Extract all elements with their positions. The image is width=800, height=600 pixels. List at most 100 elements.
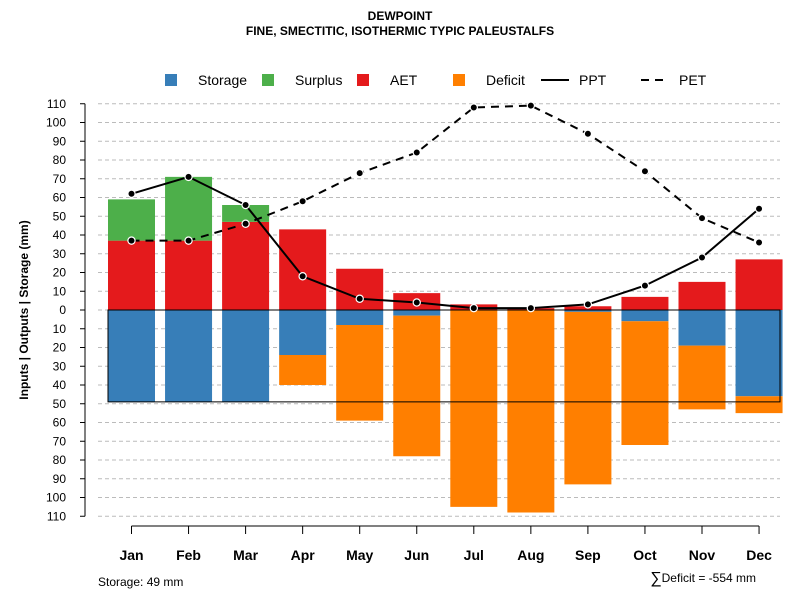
legend-swatch-aet bbox=[357, 74, 369, 86]
surplus-bar bbox=[222, 205, 270, 222]
y-tick-label: 90 bbox=[53, 134, 67, 148]
legend-swatch-deficit bbox=[453, 74, 465, 86]
pet-point bbox=[469, 103, 478, 112]
legend-swatch-storage bbox=[165, 74, 177, 86]
lines bbox=[127, 101, 764, 313]
pet-point bbox=[583, 129, 593, 138]
ppt-point bbox=[526, 303, 536, 313]
y-axis-label: Inputs | Outputs | Storage (mm) bbox=[17, 220, 31, 399]
deficit-bar bbox=[735, 396, 783, 414]
pet-point bbox=[697, 213, 707, 223]
ppt-point bbox=[754, 204, 764, 213]
y-tick-label: 10 bbox=[53, 322, 67, 336]
storage-bar bbox=[735, 310, 783, 397]
y-tick-label: 10 bbox=[53, 284, 67, 298]
legend-label-ppt: PPT bbox=[579, 72, 607, 88]
aet-bar bbox=[108, 240, 155, 310]
y-tick-label: 20 bbox=[53, 266, 67, 280]
y-tick-label: 100 bbox=[46, 491, 66, 505]
y-tick-label: 110 bbox=[47, 509, 66, 523]
x-tick-label-jul: Jul bbox=[464, 547, 484, 563]
deficit-bar bbox=[564, 311, 612, 485]
axes: 1101009080706050403020100102030405060708… bbox=[17, 97, 772, 563]
y-tick-label: 50 bbox=[53, 397, 67, 411]
deficit-bar bbox=[336, 325, 384, 421]
y-tick-label: 40 bbox=[53, 228, 67, 242]
storage-bar bbox=[393, 310, 441, 316]
y-tick-label: 0 bbox=[59, 303, 66, 317]
ppt-point bbox=[412, 298, 421, 307]
legend-label-pet: PET bbox=[679, 72, 707, 88]
storage-note: Storage: 49 mm bbox=[98, 575, 184, 589]
aet-bar bbox=[222, 221, 270, 310]
storage-bar bbox=[564, 310, 612, 312]
surplus-bar bbox=[165, 176, 213, 241]
deficit-total: ∑Deficit = -554 mm bbox=[650, 570, 756, 588]
pet-line bbox=[131, 104, 760, 244]
y-tick-label: 60 bbox=[53, 416, 67, 430]
aet-bar bbox=[336, 268, 384, 310]
deficit-bar bbox=[621, 321, 669, 445]
deficit-bar bbox=[393, 315, 441, 457]
y-tick-label: 100 bbox=[46, 116, 66, 130]
surplus-bar bbox=[108, 199, 155, 241]
aet-bar bbox=[678, 281, 726, 310]
x-tick-label-jun: Jun bbox=[404, 547, 429, 563]
y-tick-label: 80 bbox=[53, 453, 67, 467]
pet-point bbox=[526, 101, 536, 110]
deficit-bar bbox=[450, 310, 498, 507]
legend: Storage Surplus AET Deficit PPT PET bbox=[165, 72, 707, 88]
legend-label-storage: Storage bbox=[198, 72, 247, 88]
x-tick-label-nov: Nov bbox=[689, 547, 716, 563]
ppt-line bbox=[131, 175, 760, 310]
deficit-text: Deficit = -554 mm bbox=[661, 571, 756, 585]
x-tick-label-aug: Aug bbox=[517, 547, 544, 563]
storage-bar bbox=[165, 310, 213, 402]
x-tick-label-sep: Sep bbox=[575, 547, 601, 563]
pet-point bbox=[241, 219, 250, 228]
ppt-point bbox=[355, 294, 364, 303]
y-tick-label: 90 bbox=[53, 472, 67, 486]
x-tick-label-mar: Mar bbox=[233, 547, 258, 563]
chart-title: DEWPOINT bbox=[367, 9, 433, 23]
storage-bar bbox=[222, 310, 270, 402]
ppt-point bbox=[640, 281, 650, 290]
pet-point bbox=[298, 197, 307, 206]
ppt-point bbox=[127, 189, 136, 198]
ppt-point bbox=[469, 303, 478, 313]
deficit-bar bbox=[507, 310, 555, 513]
pet-point bbox=[754, 238, 764, 247]
y-tick-label: 80 bbox=[53, 153, 67, 167]
ppt-point bbox=[184, 172, 193, 182]
y-tick-label: 110 bbox=[47, 97, 66, 111]
x-tick-label-apr: Apr bbox=[291, 547, 316, 563]
y-tick-label: 70 bbox=[53, 172, 67, 186]
sigma-symbol: ∑ bbox=[650, 570, 662, 587]
y-tick-label: 30 bbox=[53, 247, 67, 261]
x-tick-label-feb: Feb bbox=[176, 547, 201, 563]
pet-point bbox=[640, 167, 650, 176]
storage-bar bbox=[678, 310, 726, 346]
chart-subtitle: FINE, SMECTITIC, ISOTHERMIC TYPIC PALEUS… bbox=[245, 24, 555, 38]
pet-point bbox=[412, 148, 421, 157]
x-tick-label-dec: Dec bbox=[746, 547, 772, 563]
y-tick-label: 70 bbox=[53, 434, 67, 448]
storage-bar bbox=[279, 310, 327, 355]
x-tick-label-may: May bbox=[346, 547, 373, 563]
y-tick-label: 30 bbox=[53, 359, 67, 373]
ppt-point bbox=[583, 300, 593, 309]
storage-capacity-frame bbox=[107, 309, 781, 403]
ppt-point bbox=[298, 272, 307, 281]
pet-point bbox=[127, 236, 136, 245]
x-tick-label-oct: Oct bbox=[633, 547, 657, 563]
y-tick-label: 50 bbox=[53, 209, 67, 223]
storage-bar bbox=[108, 310, 155, 402]
aet-bar bbox=[735, 259, 783, 310]
aet-bar bbox=[279, 229, 327, 310]
storage-bar bbox=[621, 310, 669, 322]
legend-label-aet: AET bbox=[390, 72, 418, 88]
legend-swatch-surplus bbox=[262, 74, 274, 86]
pet-point bbox=[355, 168, 364, 178]
legend-label-surplus: Surplus bbox=[295, 72, 342, 88]
